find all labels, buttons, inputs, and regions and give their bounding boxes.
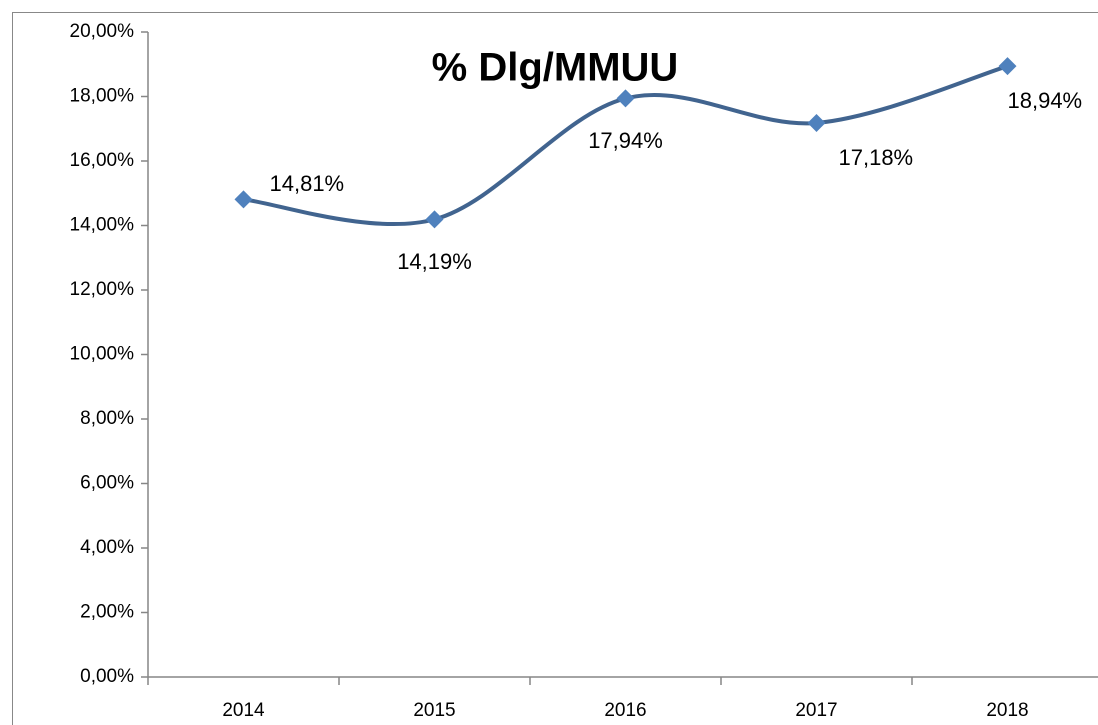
marker xyxy=(807,113,826,132)
y-tick-label: 20,00% xyxy=(70,21,135,42)
marker xyxy=(998,57,1017,76)
y-tick-label: 10,00% xyxy=(70,344,135,365)
y-tick-label: 8,00% xyxy=(80,408,134,429)
y-tick-label: 4,00% xyxy=(80,537,134,558)
chart-border xyxy=(12,12,1098,725)
data-label: 18,94% xyxy=(1008,88,1083,113)
x-tick-label: 2017 xyxy=(795,700,837,721)
x-tick-label: 2014 xyxy=(222,700,265,721)
y-tick-label: 18,00% xyxy=(70,86,135,107)
marker xyxy=(616,89,635,108)
y-tick-label: 2,00% xyxy=(80,602,134,623)
y-tick-label: 6,00% xyxy=(80,473,134,494)
x-tick-label: 2016 xyxy=(604,700,646,721)
marker xyxy=(234,190,253,209)
chart-title: % Dlg/MMUU xyxy=(432,46,679,90)
y-tick-label: 14,00% xyxy=(70,215,135,236)
data-label: 14,19% xyxy=(397,249,472,274)
data-label: 17,94% xyxy=(588,128,663,153)
y-tick-label: 12,00% xyxy=(70,279,135,300)
y-tick-label: 0,00% xyxy=(80,666,134,687)
marker xyxy=(425,210,444,229)
data-label: 14,81% xyxy=(270,171,345,196)
x-tick-label: 2015 xyxy=(413,700,455,721)
y-tick-label: 16,00% xyxy=(70,150,135,171)
x-tick-label: 2018 xyxy=(986,700,1028,721)
data-label: 17,18% xyxy=(839,145,914,170)
